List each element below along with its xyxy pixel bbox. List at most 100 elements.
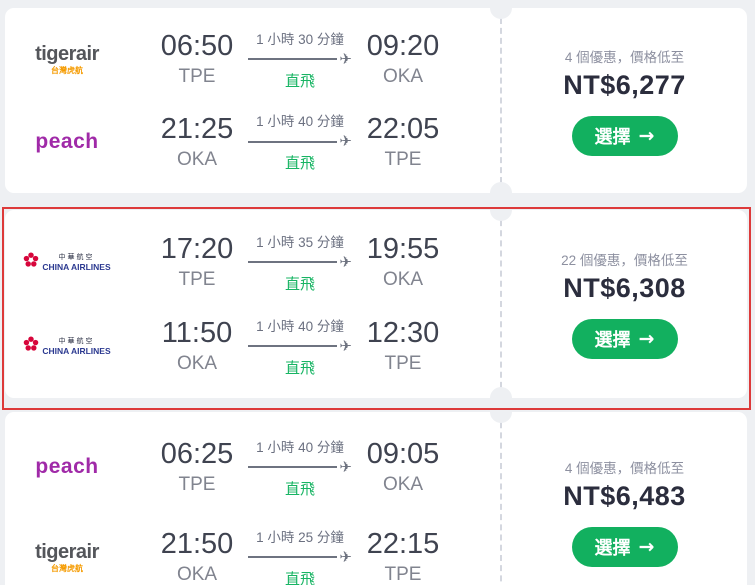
outbound-leg: 中華航空 CHINA AIRLINES 17:20 TPE 1 小時 35 分鐘… [5, 231, 500, 294]
airline-logo-peach: peach [15, 130, 119, 154]
china-airlines-en-text: CHINA AIRLINES [42, 346, 111, 356]
airline-logo-china-airlines: 中華航空 CHINA AIRLINES [15, 335, 119, 357]
path-line [248, 58, 338, 61]
plane-icon: ✈ [339, 252, 352, 271]
china-airlines-wordmark: 中華航空 CHINA AIRLINES [42, 336, 110, 356]
arrival-airport-code: TPE [384, 148, 422, 170]
plane-icon: ✈ [339, 49, 352, 68]
duration-text: 1 小時 40 分鐘 [256, 439, 344, 455]
arrival-time: 19:55 [366, 233, 440, 265]
outbound-leg: peach 06:25 TPE 1 小時 40 分鐘 ✈ 直飛 09:05 OK… [5, 436, 500, 499]
china-airlines-wordmark: 中華航空 CHINA AIRLINES [42, 252, 110, 272]
departure-block: 11:50 OKA [154, 317, 240, 375]
arrival-time: 22:15 [366, 528, 440, 560]
ticket-notch-top [490, 199, 512, 221]
flight-result-card[interactable]: peach 06:25 TPE 1 小時 40 分鐘 ✈ 直飛 09:05 OK… [5, 401, 747, 585]
offers-count-text: 4 個優惠，價格低至 [564, 461, 685, 476]
direct-flight-label: 直飛 [284, 72, 315, 90]
departure-block: 21:25 OKA [154, 113, 240, 171]
arrival-block: 12:30 TPE [360, 317, 446, 375]
price-section: 22 個優惠，價格低至 NT$6,308 選擇 → [502, 210, 747, 398]
ticket-perforation-divider [500, 8, 502, 193]
departure-airport-code: TPE [178, 474, 216, 495]
departure-airport-code: OKA [176, 148, 218, 170]
price-section: 4 個優惠，價格低至 NT$6,483 選擇 → [502, 412, 747, 585]
departure-time: 17:20 [160, 233, 234, 265]
peach-logo-text: peach [35, 455, 99, 478]
tigerair-logo-text: tigerair [35, 42, 99, 65]
china-airlines-cn-text: 中華航空 [58, 338, 95, 345]
departure-airport-code: TPE [178, 66, 216, 88]
arrival-block: 09:05 OKA [360, 438, 446, 496]
arrival-time: 22:05 [366, 112, 440, 145]
flight-path-line: ✈ [248, 338, 352, 354]
departure-time: 21:50 [160, 528, 234, 560]
china-airlines-cn-text: 中華航空 [58, 254, 95, 261]
plum-blossom-icon [23, 335, 39, 357]
return-leg: tigerair 台灣虎航 21:50 OKA 1 小時 25 分鐘 ✈ 直飛 … [5, 526, 500, 585]
arrival-airport-code: TPE [384, 564, 422, 585]
flight-result-card-selected[interactable]: 中華航空 CHINA AIRLINES 17:20 TPE 1 小時 35 分鐘… [5, 199, 747, 409]
direct-flight-label: 直飛 [284, 359, 315, 377]
direct-flight-label: 直飛 [284, 480, 315, 498]
path-line [248, 556, 338, 558]
china-airlines-en-text: CHINA AIRLINES [42, 262, 111, 272]
departure-airport-code: TPE [178, 269, 216, 290]
select-button[interactable]: 選擇 → [571, 115, 678, 156]
ticket-notch-top [490, 0, 512, 19]
airline-logo-tigerair: tigerair 台灣虎航 [15, 541, 119, 574]
plane-icon: ✈ [339, 457, 352, 476]
duration-text: 1 小時 30 分鐘 [256, 31, 344, 47]
ticket-notch-bottom [490, 182, 512, 204]
arrival-airport-code: OKA [382, 66, 424, 88]
flight-path-line: ✈ [248, 547, 352, 566]
path-line [248, 261, 338, 263]
select-button-label: 選擇 [594, 126, 631, 147]
flight-result-card[interactable]: tigerair 台灣虎航 06:50 TPE 1 小時 30 分鐘 ✈ 直飛 … [5, 0, 747, 204]
select-button[interactable]: 選擇 → [571, 527, 678, 567]
flight-path-line: ✈ [248, 252, 352, 271]
duration-text: 1 小時 40 分鐘 [256, 318, 344, 334]
arrival-block: 09:20 OKA [360, 30, 446, 88]
departure-time: 21:25 [160, 112, 234, 145]
tigerair-logo-subtext: 台灣虎航 [51, 65, 83, 75]
departure-airport-code: OKA [176, 353, 218, 374]
departure-time: 06:25 [160, 438, 234, 470]
arrival-block: 19:55 OKA [360, 233, 446, 291]
offers-count-text: 22 個優惠，價格低至 [561, 253, 688, 268]
path-line [248, 140, 338, 143]
ticket-perforation-divider [500, 412, 502, 585]
duration-block: 1 小時 40 分鐘 ✈ 直飛 [240, 110, 360, 173]
arrival-time: 09:05 [366, 438, 440, 470]
plum-blossom-icon [23, 251, 39, 273]
tigerair-logo-text: tigerair [35, 540, 99, 563]
direct-flight-label: 直飛 [284, 275, 315, 293]
airline-logo-china-airlines: 中華航空 CHINA AIRLINES [15, 251, 119, 273]
duration-block: 1 小時 35 分鐘 ✈ 直飛 [240, 231, 360, 294]
peach-logo-text: peach [35, 129, 99, 153]
airline-logo-peach: peach [15, 455, 119, 479]
departure-time: 06:50 [160, 30, 234, 63]
airline-logo-tigerair: tigerair 台灣虎航 [15, 43, 119, 76]
price-value: NT$6,277 [563, 69, 686, 100]
plane-icon: ✈ [339, 547, 352, 566]
direct-flight-label: 直飛 [284, 570, 315, 585]
departure-time: 11:50 [161, 317, 233, 349]
plane-icon: ✈ [339, 132, 352, 151]
arrival-block: 22:15 TPE [360, 528, 446, 585]
select-button-label: 選擇 [594, 330, 631, 350]
duration-block: 1 小時 25 分鐘 ✈ 直飛 [240, 526, 360, 585]
duration-block: 1 小時 30 分鐘 ✈ 直飛 [240, 28, 360, 91]
arrival-time: 09:20 [366, 30, 440, 63]
departure-airport-code: OKA [176, 564, 218, 585]
departure-block: 21:50 OKA [154, 528, 240, 585]
flight-path-line: ✈ [248, 49, 352, 68]
price-value: NT$6,483 [563, 481, 686, 511]
select-button[interactable]: 選擇 → [571, 319, 678, 359]
return-leg: 中華航空 CHINA AIRLINES 11:50 OKA 1 小時 40 分鐘… [5, 315, 500, 378]
return-leg: peach 21:25 OKA 1 小時 40 分鐘 ✈ 直飛 22:05 TP… [5, 110, 500, 173]
departure-block: 06:50 TPE [154, 30, 240, 88]
tigerair-logo-subtext: 台灣虎航 [51, 563, 83, 573]
arrival-airport-code: OKA [382, 474, 424, 495]
price-section: 4 個優惠，價格低至 NT$6,277 選擇 → [502, 8, 747, 193]
